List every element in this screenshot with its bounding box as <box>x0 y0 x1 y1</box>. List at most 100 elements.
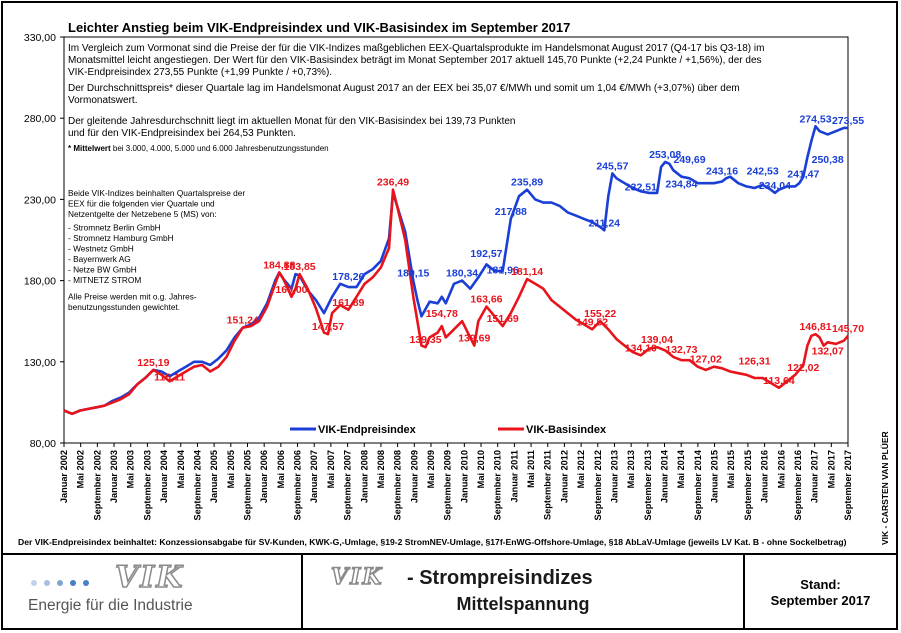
y-tick-label: 230,00 <box>24 194 56 206</box>
footer: VIK Energie für die Industrie VIK - Stro… <box>3 553 896 630</box>
x-tick-label: September 2005 <box>242 450 252 520</box>
x-tick-label: Mai 2003 <box>126 450 136 488</box>
data-label: 134,10 <box>625 342 657 354</box>
data-label: 253,08 <box>649 149 681 161</box>
data-label: 181,96 <box>487 264 519 276</box>
mittelwert-rest: bei 3.000, 4.000, 5.000 und 6.000 Jahres… <box>111 144 329 153</box>
data-label: 180,34 <box>446 268 478 280</box>
x-tick-label: Mai 2008 <box>376 450 386 488</box>
x-tick-label: September 2008 <box>393 450 403 520</box>
data-label: 236,49 <box>377 177 409 189</box>
data-label: 139,35 <box>409 334 441 346</box>
data-label: 155,22 <box>584 308 616 320</box>
network-item: - Westnetz GmbH <box>68 244 134 254</box>
x-tick-label: Januar 2008 <box>359 450 369 503</box>
chart-axes <box>63 36 849 444</box>
data-label: 163,66 <box>470 294 502 306</box>
brand-box: VIK - Strompreisindizes Mittelspannung <box>303 555 745 630</box>
x-tick-label: Januar 2015 <box>710 450 720 503</box>
annotation-texts: Leichter Anstieg beim VIK-Endpreisindex … <box>68 20 764 312</box>
dots-decoration <box>31 573 96 591</box>
x-tick-label: September 2009 <box>443 450 453 520</box>
x-tick-label: September 2007 <box>343 450 353 520</box>
x-tick-label: September 2013 <box>643 450 653 520</box>
x-tick-label: Mai 2002 <box>76 450 86 488</box>
data-label: 183,85 <box>284 261 316 273</box>
x-tick-label: Mai 2016 <box>776 450 786 488</box>
x-tick-label: September 2014 <box>693 449 703 520</box>
x-tick-label: September 2004 <box>192 449 202 520</box>
y-tick-label: 130,00 <box>24 357 56 369</box>
x-tick-label: Mai 2017 <box>826 450 836 488</box>
x-tick-label: Mai 2013 <box>626 450 636 488</box>
quartal-line: Netzentgelte der Netzebene 5 (MS) von: <box>68 209 217 219</box>
data-label: 126,31 <box>739 355 771 367</box>
x-tick-label: September 2017 <box>843 450 853 520</box>
paragraph-1-line: Monatsmittel leicht angestiegen. Der Wer… <box>68 55 762 66</box>
annotation-paragraphs: Im Vergleich zum Vormonat sind die Preis… <box>68 43 764 153</box>
data-label: 151,69 <box>487 313 519 325</box>
data-label: 211,24 <box>588 217 620 229</box>
network-item: - Netze BW GmbH <box>68 265 137 275</box>
x-tick-label: Januar 2012 <box>559 450 569 503</box>
quartal-line: Beide VIK-Indizes beinhalten Quartalspre… <box>68 188 245 198</box>
x-tick-label: Januar 2009 <box>409 450 419 503</box>
x-tick-label: Januar 2003 <box>109 450 119 503</box>
data-label: 274,53 <box>799 113 831 125</box>
stand-box: Stand: September 2017 <box>745 555 896 630</box>
brand-subtitle: Mittelspannung <box>456 594 590 614</box>
x-tick-label: September 2002 <box>92 450 102 520</box>
logo-tagline: Energie für die Industrie <box>28 597 193 614</box>
data-label: 184,88 <box>263 259 295 271</box>
stand-label: Stand: <box>800 577 841 592</box>
data-label: 154,78 <box>426 308 458 320</box>
x-tick-label: Mai 2006 <box>276 450 286 488</box>
y-tick-label: 280,00 <box>24 113 56 125</box>
data-label: 169,00 <box>275 284 307 296</box>
x-tick-label: Mai 2005 <box>226 450 236 488</box>
data-label: 151,24 <box>227 315 259 327</box>
series-line-basisindex <box>63 188 849 416</box>
prices-note-line: Alle Preise werden mit o.g. Jahres- <box>68 292 197 302</box>
data-label: 234,84 <box>665 178 697 190</box>
data-label: 243,16 <box>706 165 738 177</box>
x-tick-label: Januar 2017 <box>810 450 820 503</box>
data-label: 250,38 <box>812 154 844 166</box>
vik-logo: VIK <box>114 559 185 596</box>
footnote: Der VIK-Endpreisindex beinhaltet: Konzes… <box>18 537 847 547</box>
x-tick-label: September 2012 <box>593 450 603 520</box>
paragraph-1-line: VIK-Endpreisindex 273,55 Punkte (+1,99 P… <box>68 67 332 78</box>
x-tick-label: Januar 2014 <box>660 449 670 503</box>
x-tick-label: September 2015 <box>743 450 753 520</box>
chart-title: Leichter Anstieg beim VIK-Endpreisindex … <box>68 20 570 35</box>
data-label: 113,64 <box>763 375 795 387</box>
data-label: 146,81 <box>799 321 831 333</box>
y-tick-label: 330,00 <box>24 32 56 44</box>
legend-label: VIK-Basisindex <box>526 424 607 436</box>
x-tick-label: September 2010 <box>493 450 503 520</box>
data-label: 180,15 <box>397 268 429 280</box>
data-label: 145,70 <box>832 323 864 335</box>
x-tick-label: Januar 2016 <box>760 450 770 503</box>
data-label: 116,11 <box>154 372 185 384</box>
series-lines <box>63 125 849 416</box>
data-label: 245,57 <box>596 160 628 172</box>
data-label: 234,04 <box>759 180 791 192</box>
logo-box: VIK Energie für die Industrie <box>3 555 303 630</box>
x-tick-label: Januar 2005 <box>209 450 219 503</box>
prices-note-line: benutzungsstunden gewichtet. <box>68 302 180 312</box>
legend-label: VIK-Endpreisindex <box>318 424 417 436</box>
network-item: - Stromnetz Hamburg GmbH <box>68 233 174 243</box>
data-label: 178,26 <box>332 271 364 283</box>
data-label: 132,07 <box>812 346 844 358</box>
y-tick-label: 80,00 <box>30 438 56 450</box>
data-label: 132,73 <box>665 344 697 356</box>
x-tick-label: September 2016 <box>793 450 803 520</box>
x-tick-label: Januar 2004 <box>159 449 169 503</box>
x-tick-label: Mai 2012 <box>576 450 586 488</box>
x-tick-label: Mai 2004 <box>176 449 186 488</box>
data-label: 125,19 <box>137 357 169 369</box>
x-tick-label: Mai 2015 <box>726 450 736 488</box>
network-item: - Bayernwerk AG <box>68 254 131 264</box>
stand-value: September 2017 <box>770 593 871 608</box>
